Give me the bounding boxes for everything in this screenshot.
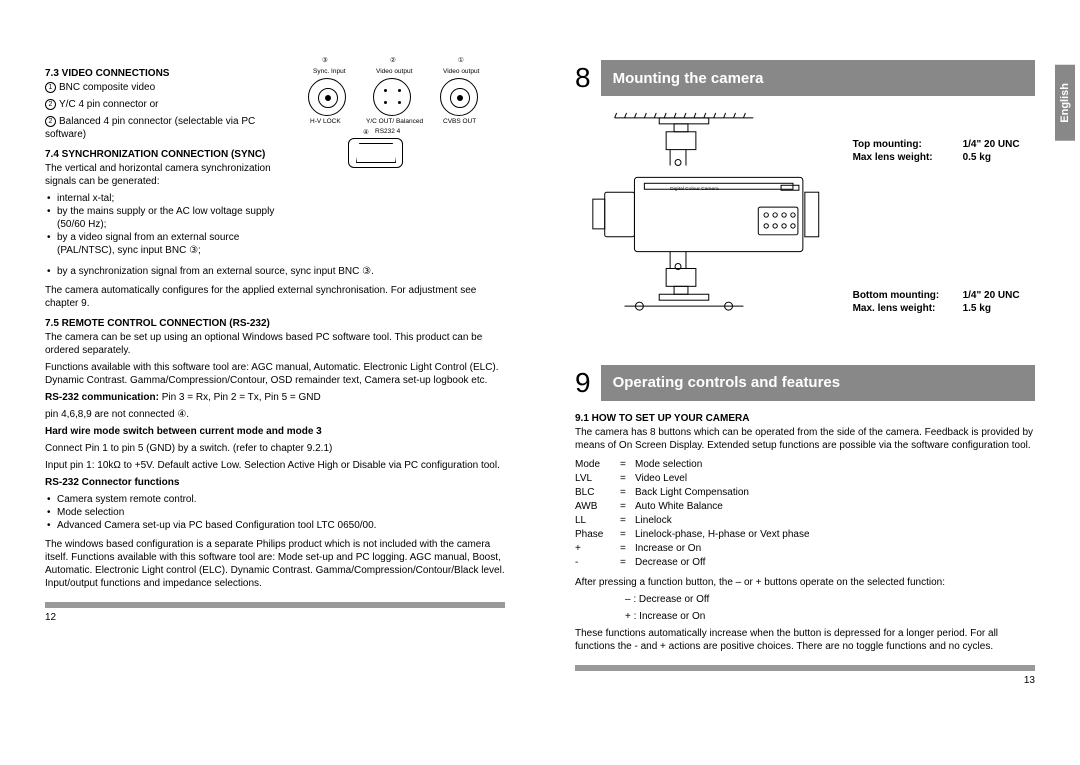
footer-bar	[575, 665, 1035, 671]
list-7-3: 1BNC composite video 2Y/C 4 pin connecto…	[45, 81, 298, 141]
page-number-left: 12	[45, 612, 505, 623]
heading-7-3: 7.3 VIDEO CONNECTIONS	[45, 68, 298, 79]
heading-7-5: 7.5 REMOTE CONTROL CONNECTION (RS-232)	[45, 318, 505, 329]
section-8-header: 8 Mounting the camera	[575, 60, 1035, 96]
footer-bar	[45, 602, 505, 608]
camera-mounting-diagram: Digital Colour Camera	[575, 108, 833, 336]
bottom-mounting-specs: Bottom mounting:1/4" 20 UNC Max. lens we…	[853, 289, 1035, 315]
top-mounting-specs: Top mounting:1/4" 20 UNC Max lens weight…	[853, 138, 1035, 164]
language-tab: English	[1055, 65, 1075, 141]
connector-diagram: ③ ② ① Sync. Input Video output Video out…	[308, 60, 505, 170]
svg-text:Digital Colour Camera: Digital Colour Camera	[670, 186, 719, 192]
para-7-4-intro: The vertical and horizontal camera synch…	[45, 162, 298, 188]
heading-7-4: 7.4 SYNCHRONIZATION CONNECTION (SYNC)	[45, 149, 298, 160]
list-7-4: internal x-tal; by the mains supply or t…	[45, 192, 298, 257]
page-left: 7.3 VIDEO CONNECTIONS 1BNC composite vid…	[45, 60, 505, 710]
button-definitions: Mode=Mode selection LVL=Video Level BLC=…	[575, 458, 1035, 570]
heading-9-1: 9.1 HOW TO SET UP YOUR CAMERA	[575, 413, 1035, 424]
section-9-header: 9 Operating controls and features	[575, 365, 1035, 401]
page-number-right: 13	[575, 675, 1035, 686]
page-right: English 8 Mounting the camera	[575, 60, 1035, 710]
